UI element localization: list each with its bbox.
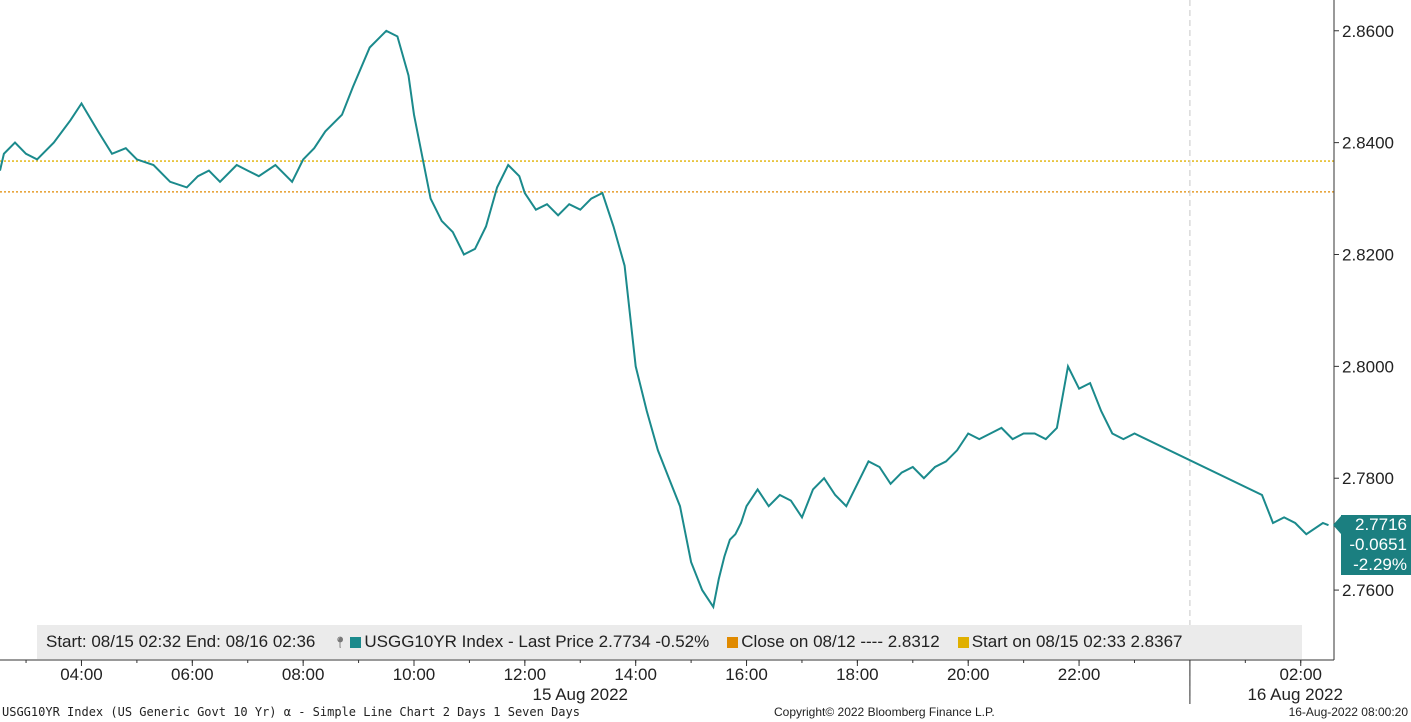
date-label: 16 Aug 2022: [1247, 685, 1342, 704]
footer-copyright: Copyright© 2022 Bloomberg Finance L.P.: [774, 705, 995, 719]
x-tick-label: 12:00: [504, 665, 547, 684]
legend-item-start: Start on 08/15 02:33 2.8367: [957, 632, 1183, 652]
x-tick-label: 16:00: [725, 665, 768, 684]
y-tick-label: 2.7800: [1342, 469, 1394, 488]
x-tick-label: 20:00: [947, 665, 990, 684]
legend-range: Start: 08/15 02:32 End: 08/16 02:36: [46, 632, 316, 651]
legend-close-label: Close on 08/12 ---- 2.8312: [741, 632, 940, 651]
y-tick-label: 2.8000: [1342, 357, 1394, 376]
x-tick-label: 06:00: [171, 665, 214, 684]
series-swatch: [350, 636, 362, 648]
reference-lines: [0, 160, 1334, 193]
last-price-pointer: [1333, 516, 1341, 535]
last-price-change: -0.0651: [1349, 535, 1407, 555]
y-tick-label: 2.8400: [1342, 134, 1394, 153]
x-tick-label: 18:00: [836, 665, 879, 684]
legend-item-close: Close on 08/12 ---- 2.8312: [727, 632, 940, 652]
x-tick-label: 10:00: [393, 665, 436, 684]
date-labels: 15 Aug 2022 16 Aug 2022: [533, 660, 1343, 704]
start-swatch: [957, 636, 969, 648]
legend-series-label: USGG10YR Index - Last Price 2.7734 -0.52…: [364, 632, 710, 651]
legend: Start: 08/15 02:32 End: 08/16 02:36 📍︎ U…: [37, 625, 1302, 659]
close-swatch: [727, 636, 739, 648]
last-price-label: 2.7716 -0.0651 -2.29%: [1341, 515, 1411, 576]
x-tick-label: 14:00: [614, 665, 657, 684]
footer-timestamp: 16-Aug-2022 08:00:20: [1288, 705, 1408, 719]
y-tick-label: 2.8200: [1342, 245, 1394, 264]
last-price-pct: -2.29%: [1353, 555, 1407, 575]
y-tick-label: 2.8600: [1342, 22, 1394, 41]
x-tick-label: 04:00: [60, 665, 103, 684]
x-tick-label: 08:00: [282, 665, 325, 684]
legend-start-label: Start on 08/15 02:33 2.8367: [971, 632, 1183, 651]
x-tick-label: 22:00: [1058, 665, 1101, 684]
last-price-value: 2.7716: [1355, 515, 1407, 535]
footer-description: USGG10YR Index (US Generic Govt 10 Yr) α…: [2, 705, 580, 719]
date-label: 15 Aug 2022: [533, 685, 628, 704]
y-tick-label: 2.7600: [1342, 581, 1394, 600]
x-axis-ticks: 04:00 06:00 08:00 10:00 12:00 14:00 16:00 18:00…: [25, 660, 1322, 684]
y-axis-ticks: 2.7600 2.7800 2.8000 2.8200 2.8400 2.8600: [1334, 22, 1394, 600]
legend-item-series: 📍︎ USGG10YR Index - Last Price 2.7734 -0…: [333, 632, 709, 652]
series-line: [0, 29, 1329, 610]
pin-icon: 📍︎: [333, 636, 348, 649]
x-tick-label: 02:00: [1279, 665, 1322, 684]
